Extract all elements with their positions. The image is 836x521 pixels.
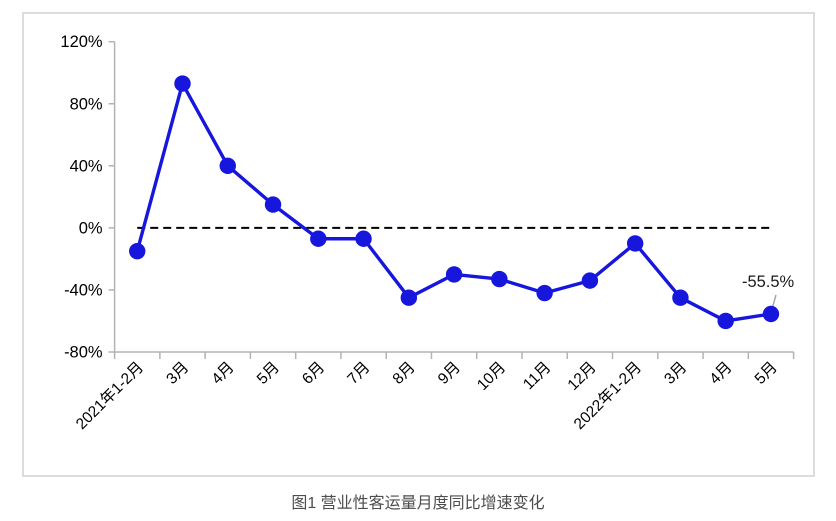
chart-frame: 120% 80% 40% 0% -40% -80% 2021年1-2月 3月 4月 5月 6月 7月 8… [22,12,815,477]
x-axis-label: 8月 [390,359,419,388]
data-point [129,242,146,260]
data-point [717,312,734,330]
y-axis-label: 40% [70,157,103,175]
data-point [264,196,282,213]
x-axis-label: 11月 [520,359,554,393]
x-axis-label: 9月 [435,359,464,388]
x-axis-label: 7月 [344,359,373,388]
x-axis-label: 5月 [752,359,781,388]
y-axis-label: -40% [64,281,103,299]
y-axis-label: 80% [70,95,103,113]
x-axis-label: 10月 [474,359,509,394]
data-point [400,289,418,306]
annotation-label: -55.5% [742,273,795,291]
data-point [672,289,689,306]
series-line [135,81,772,323]
x-axis-label: 5月 [254,359,283,388]
figure-caption: 图1 营业性客运量月度同比增速变化 [291,495,545,512]
data-point [762,305,780,323]
data-point [536,284,553,302]
x-axis-label: 2021年1-2月 [72,358,147,433]
line-chart: 120% 80% 40% 0% -40% -80%2021年1-2月 3月 4月 5月 6月 7月 8… [60,33,795,433]
y-axis-label: 0% [79,219,103,237]
x-axis-label: 4月 [706,359,735,388]
x-axis-label: 4月 [209,359,238,388]
data-point [581,272,599,289]
data-point [310,230,327,247]
data-point [355,230,372,247]
x-axis-label: 3月 [163,359,192,388]
x-axis-label: 3月 [661,359,690,388]
data-point [626,235,644,252]
y-axis-label: -80% [64,344,103,362]
data-point [445,266,463,283]
y-axis-label: 120% [60,33,103,51]
data-point [491,270,508,288]
data-point [174,75,191,92]
x-axis-label: 6月 [299,359,328,388]
x-axis-label: 12月 [565,359,600,394]
data-point [219,157,236,175]
